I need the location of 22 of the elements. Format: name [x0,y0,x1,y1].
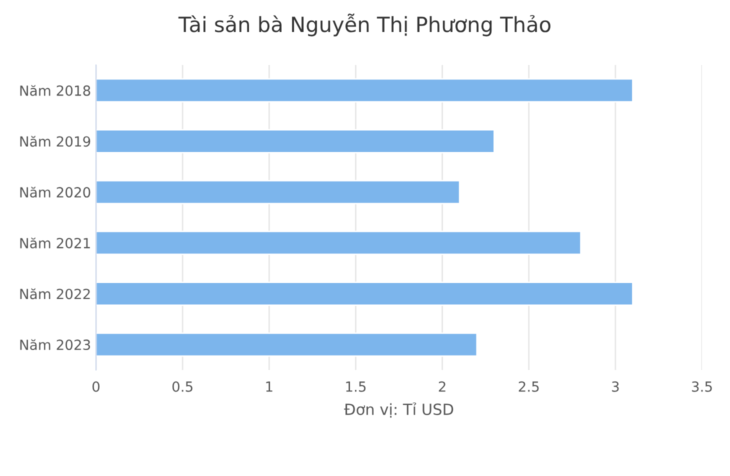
bar [96,129,495,154]
x-axis-title: Đơn vị: Tỉ USD [344,402,454,418]
x-tick-label: 3 [612,381,619,392]
y-tick-label: Năm 2021 [20,238,90,248]
bar [96,180,460,204]
y-tick-label: Năm 2022 [20,288,90,300]
bar [96,282,634,306]
x-tick-label: 2.5 [518,381,539,392]
x-tick-label: 0 [92,381,100,392]
y-tick-label: Năm 2019 [20,136,90,147]
bar [96,332,478,357]
y-tick-label: Năm 2020 [20,186,90,198]
x-tick-label: 1 [266,382,272,392]
x-tick-label: 1.5 [346,382,366,392]
chart-title: Tài sản bà Nguyễn Thị Phương Thảo [178,14,550,36]
x-tick-label: 3.5 [692,381,712,392]
y-tick-label: Năm 2023 [20,339,90,350]
x-tick-label: 0.5 [172,381,192,392]
y-tick-label: Năm 2018 [20,85,90,96]
bar [96,78,634,103]
bar [96,230,582,256]
x-tick-label: 2 [438,381,446,392]
